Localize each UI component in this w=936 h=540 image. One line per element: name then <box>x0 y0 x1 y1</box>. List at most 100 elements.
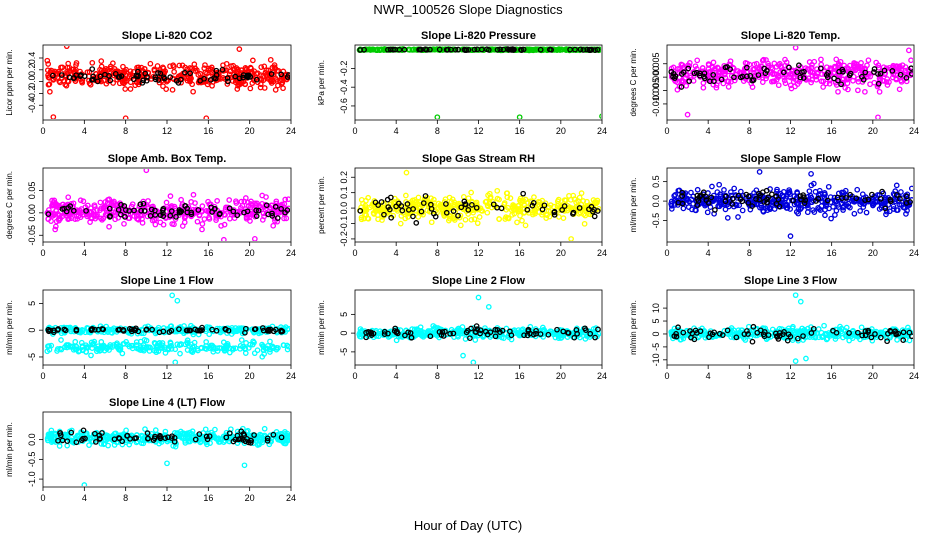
data-point <box>722 206 729 213</box>
marker-point-black <box>859 73 865 80</box>
marker-point-black <box>241 209 247 216</box>
data-point <box>715 65 722 72</box>
x-tick-label: 4 <box>82 371 87 381</box>
x-tick-label: 4 <box>706 248 711 258</box>
data-point <box>729 332 736 338</box>
marker-point-black <box>253 213 260 219</box>
outlier-point <box>516 114 523 119</box>
y-tick-label: 0.4 <box>27 52 37 65</box>
marker-point-black <box>839 66 846 73</box>
marker-point-black <box>907 199 913 205</box>
x-tick-label: 0 <box>664 248 669 258</box>
data-point <box>374 212 381 218</box>
data-point <box>165 345 172 352</box>
data-point <box>44 57 51 64</box>
data-point <box>80 198 87 205</box>
y-tick-label: -0.5 <box>651 213 661 229</box>
y-axis-label: ml/min per min. <box>629 300 638 355</box>
data-point <box>206 331 213 338</box>
x-tick-label: 4 <box>394 371 399 381</box>
data-point <box>412 199 419 206</box>
data-point <box>268 78 274 85</box>
data-point <box>170 64 177 70</box>
x-tick-label: 20 <box>556 126 566 136</box>
y-tick-label: -0.2 <box>339 231 349 247</box>
x-tick-label: 12 <box>162 126 172 136</box>
data-point <box>199 226 205 233</box>
data-point <box>875 62 882 69</box>
y-tick-label: -0.4 <box>339 79 349 95</box>
data-point <box>123 338 129 345</box>
marker-point-black <box>278 328 285 335</box>
marker-point-black <box>106 205 113 212</box>
y-tick-label: 0.2 <box>339 171 349 184</box>
data-point <box>503 330 509 337</box>
data-point <box>151 217 158 223</box>
data-point <box>710 81 717 88</box>
marker-point-black <box>278 71 285 78</box>
marker-point-black <box>697 328 704 335</box>
data-point <box>833 56 840 63</box>
marker-point-black <box>813 198 819 204</box>
marker-point-black <box>61 205 67 212</box>
marker-point-black <box>737 74 744 81</box>
data-point <box>545 329 552 336</box>
data-point <box>721 201 728 208</box>
marker-point-black <box>492 326 499 333</box>
marker-point-black <box>588 46 595 53</box>
y-tick-label: -0.5 <box>27 452 37 468</box>
data-point <box>838 200 845 207</box>
data-point <box>815 192 822 199</box>
data-point <box>706 69 713 75</box>
data-point <box>804 209 811 216</box>
data-point <box>808 194 815 201</box>
plot-frame <box>42 411 292 488</box>
outlier-point <box>122 115 129 119</box>
marker-point-black <box>410 206 416 212</box>
data-point <box>742 337 749 343</box>
data-point <box>116 346 122 353</box>
marker-point-black <box>679 200 686 207</box>
data-point <box>267 338 273 345</box>
y-tick-label: 0.0 <box>339 202 349 215</box>
data-point <box>284 342 290 349</box>
marker-point-black <box>272 326 279 333</box>
marker-point-black <box>843 195 849 201</box>
marker-point-black <box>520 190 527 197</box>
data-point <box>267 349 273 355</box>
marker-point-black <box>871 69 877 75</box>
data-point <box>273 76 280 83</box>
marker-point-black <box>764 199 771 206</box>
marker-point-black <box>694 192 701 199</box>
marker-point-black <box>143 77 150 84</box>
marker-point-black <box>900 337 907 343</box>
data-point <box>716 203 723 210</box>
marker-point-black <box>149 326 155 333</box>
data-point <box>758 202 765 209</box>
data-point <box>899 62 906 69</box>
marker-point-black <box>242 325 249 332</box>
y-tick-label: 0.2 <box>27 64 37 77</box>
data-point <box>267 56 274 63</box>
data-point <box>773 63 780 70</box>
marker-point-black <box>387 46 394 53</box>
data-point <box>505 215 512 222</box>
data-point <box>227 327 234 334</box>
marker-point-black <box>877 334 884 341</box>
data-point <box>272 86 279 93</box>
data-point <box>90 211 97 218</box>
x-tick-label: 0 <box>664 371 669 381</box>
data-point <box>717 193 724 200</box>
outlier-point <box>792 358 799 364</box>
marker-point-black <box>888 328 894 335</box>
x-tick-label: 0 <box>40 371 45 381</box>
marker-point-black <box>745 331 751 337</box>
marker-point-black <box>539 206 546 213</box>
marker-point-black <box>112 70 119 77</box>
data-point <box>196 212 203 218</box>
data-point <box>280 85 286 92</box>
marker-point-black <box>468 325 474 332</box>
